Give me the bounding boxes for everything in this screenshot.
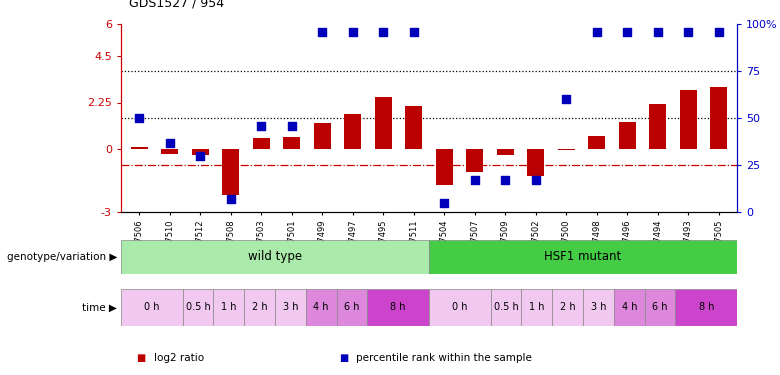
Text: 8 h: 8 h (699, 303, 714, 312)
Bar (650, 104, 666, 149)
Bar (244, 289, 275, 326)
Text: ■: ■ (339, 353, 349, 363)
Text: log2 ratio: log2 ratio (154, 353, 204, 363)
Text: HSF1 mutant: HSF1 mutant (544, 251, 622, 263)
Point (194, 153, 207, 159)
Point (164, 140, 176, 146)
Bar (367, 289, 429, 326)
Text: 0 h: 0 h (452, 303, 467, 312)
Text: 0 h: 0 h (144, 303, 159, 312)
Text: percentile rank within the sample: percentile rank within the sample (356, 353, 532, 363)
Bar (131, 147, 147, 149)
Text: 4 h: 4 h (314, 303, 329, 312)
Bar (558, 149, 575, 150)
Point (438, 200, 451, 206)
Bar (680, 90, 697, 149)
Bar (521, 289, 552, 326)
Bar (552, 289, 583, 326)
Point (377, 29, 389, 35)
Bar (711, 87, 727, 149)
Text: 0.5 h: 0.5 h (186, 303, 211, 312)
Bar (675, 289, 737, 326)
Bar (491, 289, 521, 326)
Text: 8 h: 8 h (391, 303, 406, 312)
Bar (222, 149, 239, 195)
Bar (436, 149, 452, 185)
Text: 2 h: 2 h (252, 303, 268, 312)
Point (255, 123, 268, 129)
Text: GDS1527 / 954: GDS1527 / 954 (129, 0, 224, 9)
Text: genotype/variation ▶: genotype/variation ▶ (6, 252, 117, 262)
Point (407, 29, 420, 35)
Bar (192, 149, 208, 154)
Bar (344, 114, 361, 149)
Point (499, 177, 512, 183)
Text: 3 h: 3 h (282, 303, 298, 312)
Point (530, 177, 542, 183)
Point (651, 29, 664, 35)
Point (560, 96, 573, 102)
Bar (283, 137, 300, 149)
Bar (121, 289, 183, 326)
Bar (183, 289, 214, 326)
Bar (466, 149, 483, 172)
Text: ■: ■ (136, 353, 146, 363)
Text: 0.5 h: 0.5 h (494, 303, 519, 312)
Bar (644, 289, 675, 326)
Point (713, 29, 725, 35)
Bar (614, 289, 644, 326)
Text: 4 h: 4 h (622, 303, 637, 312)
Text: 6 h: 6 h (344, 303, 360, 312)
Point (316, 29, 328, 35)
Bar (429, 289, 491, 326)
Bar (306, 289, 337, 326)
Bar (213, 289, 244, 326)
Text: time ▶: time ▶ (82, 303, 117, 312)
Text: 2 h: 2 h (560, 303, 576, 312)
Bar (406, 106, 422, 149)
Bar (121, 240, 429, 274)
Point (346, 29, 359, 35)
Point (225, 196, 237, 202)
Point (133, 115, 145, 121)
Bar (253, 138, 270, 149)
Text: 3 h: 3 h (590, 303, 606, 312)
Point (590, 29, 603, 35)
Bar (619, 122, 636, 149)
Point (621, 29, 633, 35)
Point (469, 177, 481, 183)
Bar (497, 149, 514, 154)
Bar (588, 136, 605, 149)
Bar (161, 149, 178, 153)
Bar (275, 289, 306, 326)
Text: wild type: wild type (248, 251, 302, 263)
Text: 1 h: 1 h (221, 303, 236, 312)
Bar (527, 149, 544, 177)
Point (285, 123, 298, 129)
Bar (337, 289, 367, 326)
Bar (375, 97, 392, 149)
Bar (429, 240, 737, 274)
Bar (583, 289, 614, 326)
Bar (314, 123, 331, 149)
Text: 1 h: 1 h (529, 303, 544, 312)
Point (682, 29, 694, 35)
Text: 6 h: 6 h (652, 303, 668, 312)
